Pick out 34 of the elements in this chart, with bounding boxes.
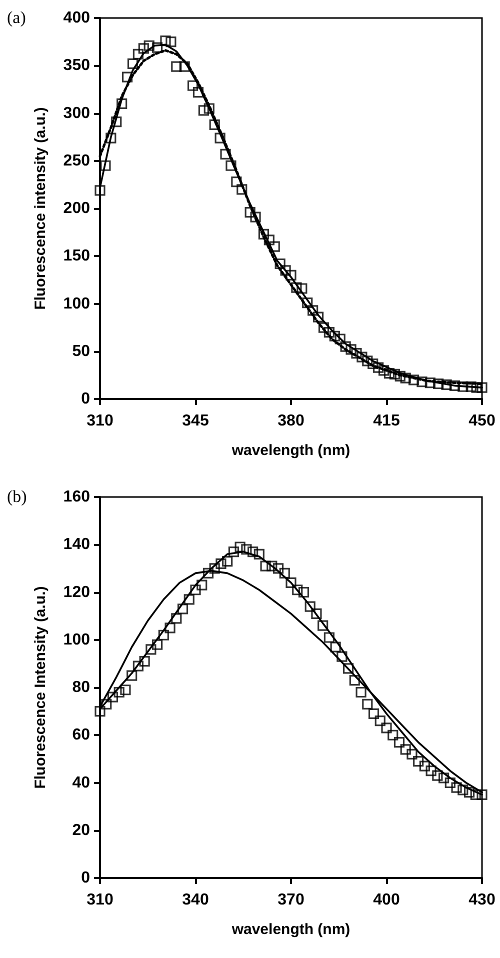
y-tick-label: 350 bbox=[63, 57, 90, 74]
x-axis-title: wavelength (nm) bbox=[230, 442, 350, 459]
chart-title: (b) bbox=[7, 487, 27, 506]
y-tick-label: 250 bbox=[63, 152, 90, 170]
y-tick-label: 80 bbox=[72, 679, 90, 696]
y-tick-label: 100 bbox=[63, 631, 90, 648]
x-tick-label: 400 bbox=[373, 892, 400, 908]
y-tick-label: 120 bbox=[63, 584, 90, 601]
x-tick-label: 310 bbox=[86, 892, 114, 908]
y-tick-label: 0 bbox=[81, 390, 90, 408]
x-tick-label: 370 bbox=[278, 892, 304, 908]
y-tick-label: 160 bbox=[63, 488, 90, 506]
y-tick-label: 140 bbox=[63, 536, 90, 554]
y-axis-title: Fluorescence Intensity (a.u.) bbox=[32, 586, 49, 789]
chart-title: (a) bbox=[7, 8, 26, 27]
y-tick-label: 150 bbox=[63, 248, 90, 265]
y-axis-title: Fluorescence intensity (a.u.) bbox=[32, 107, 49, 310]
y-tick-label: 40 bbox=[72, 774, 90, 792]
y-tick-label: 20 bbox=[72, 822, 90, 839]
x-tick-label: 310 bbox=[86, 412, 114, 430]
x-tick-label: 430 bbox=[468, 892, 496, 908]
x-tick-label: 345 bbox=[182, 412, 209, 430]
y-tick-label: 300 bbox=[63, 104, 90, 122]
x-tick-label: 340 bbox=[182, 892, 209, 908]
y-tick-label: 0 bbox=[81, 870, 90, 886]
x-tick-label: 415 bbox=[373, 412, 400, 430]
x-axis-title: wavelength (nm) bbox=[230, 921, 350, 938]
y-tick-label: 400 bbox=[63, 10, 90, 26]
y-tick-label: 200 bbox=[63, 200, 90, 217]
x-tick-label: 450 bbox=[468, 412, 496, 430]
y-tick-label: 100 bbox=[63, 295, 90, 312]
y-tick-label: 50 bbox=[72, 342, 90, 360]
x-tick-label: 380 bbox=[278, 412, 304, 430]
y-tick-label: 60 bbox=[72, 726, 90, 744]
